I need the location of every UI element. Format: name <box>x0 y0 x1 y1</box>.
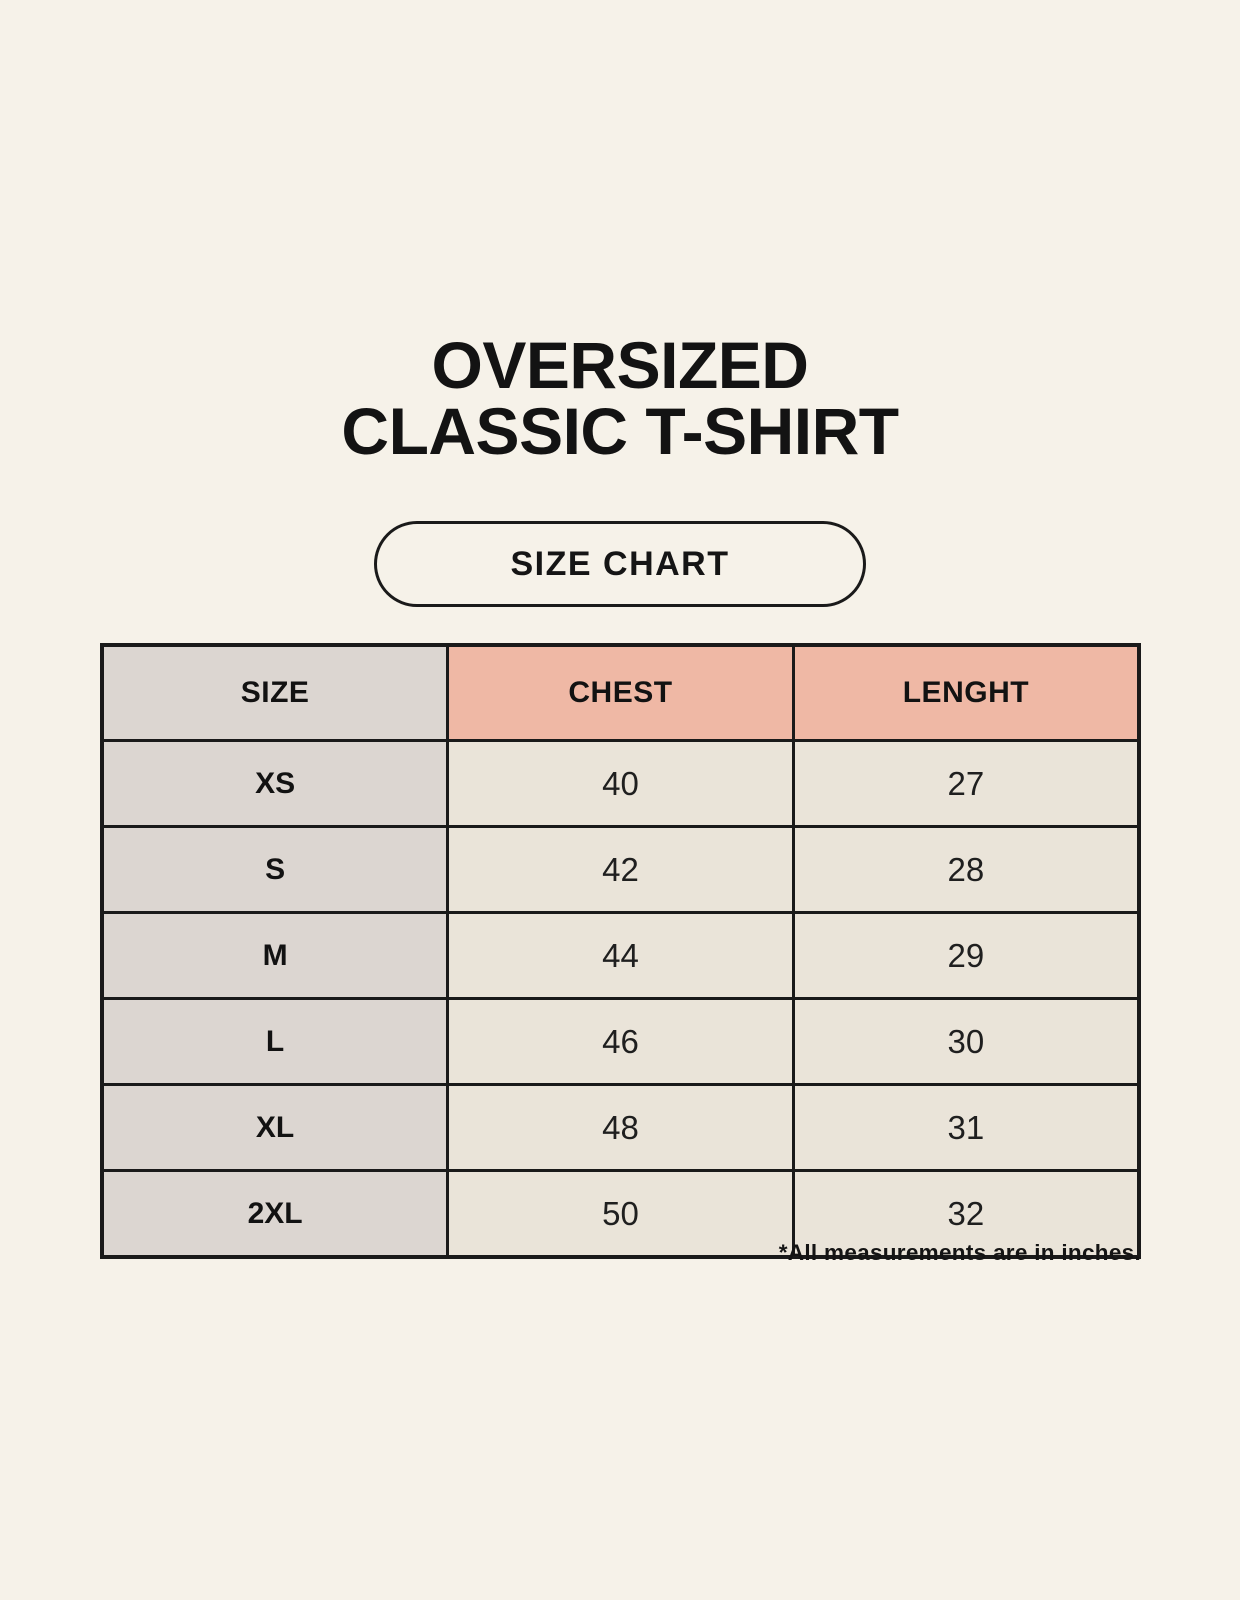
length-value: 30 <box>791 997 1141 1086</box>
size-chart-badge[interactable]: SIZE CHART <box>374 521 866 607</box>
table-row: XS 40 27 <box>100 739 1141 828</box>
chest-value: 42 <box>446 825 795 914</box>
table-row: L 46 30 <box>100 997 1141 1086</box>
table-row: XL 48 31 <box>100 1083 1141 1172</box>
chest-value: 50 <box>446 1169 795 1259</box>
size-label: XL <box>100 1083 450 1172</box>
size-label: XS <box>100 739 450 828</box>
length-value: 29 <box>791 911 1141 1000</box>
size-label: L <box>100 997 450 1086</box>
column-header-chest: CHEST <box>446 643 795 742</box>
table-row: 2XL 50 32 <box>100 1169 1141 1259</box>
table-row: M 44 29 <box>100 911 1141 1000</box>
chest-value: 46 <box>446 997 795 1086</box>
table-header-row: SIZE CHEST LENGHT <box>100 643 1141 742</box>
page-title: OVERSIZED CLASSIC T-SHIRT <box>0 332 1240 464</box>
length-value: 32 <box>791 1169 1141 1259</box>
size-label: M <box>100 911 450 1000</box>
page-title-line-1: OVERSIZED <box>431 328 809 402</box>
table-row: S 42 28 <box>100 825 1141 914</box>
length-value: 31 <box>791 1083 1141 1172</box>
size-chart-badge-label: SIZE CHART <box>510 544 730 583</box>
column-header-size: SIZE <box>100 643 450 742</box>
length-value: 27 <box>791 739 1141 828</box>
size-label: S <box>100 825 450 914</box>
length-value: 28 <box>791 825 1141 914</box>
page-title-line-2: CLASSIC T-SHIRT <box>341 394 899 468</box>
size-chart-table: SIZE CHEST LENGHT XS 40 27 S 42 28 M 44 … <box>100 643 1141 1259</box>
chest-value: 44 <box>446 911 795 1000</box>
column-header-lenght: LENGHT <box>791 643 1141 742</box>
size-label: 2XL <box>100 1169 450 1259</box>
chest-value: 40 <box>446 739 795 828</box>
measurements-footnote: *All measurements are in inches. <box>778 1240 1141 1265</box>
chest-value: 48 <box>446 1083 795 1172</box>
